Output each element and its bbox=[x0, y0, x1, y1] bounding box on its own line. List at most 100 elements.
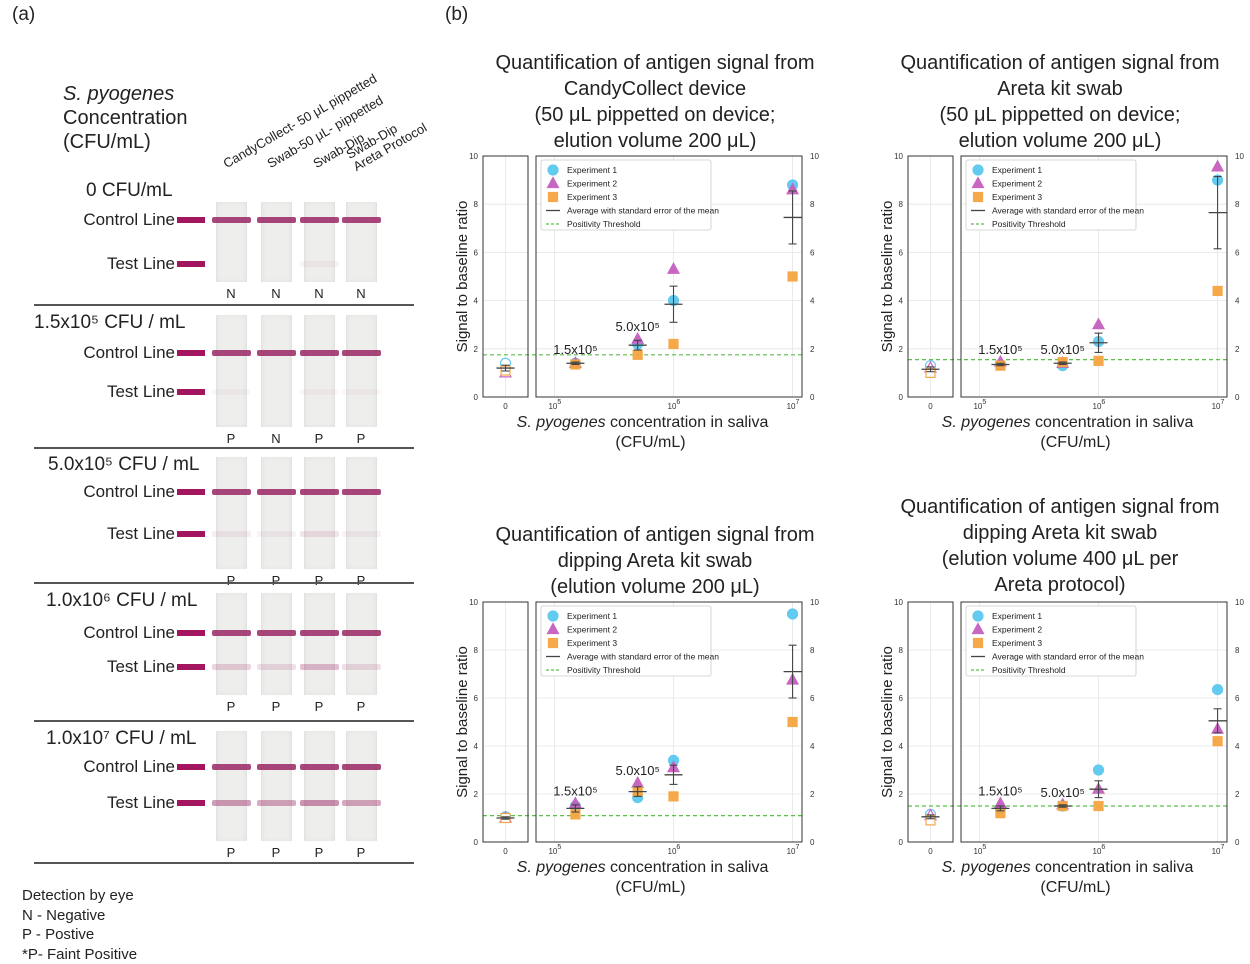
y-tick-label: 4 bbox=[474, 742, 479, 751]
test-strip bbox=[212, 202, 251, 282]
x-tick-label: 0 bbox=[503, 847, 508, 856]
test-band bbox=[257, 664, 296, 670]
chart-4: 0 0 2 2 4 4 6 6 8 8 10 10 0 Signal to baseline ratio S… bbox=[879, 598, 1244, 896]
control-band bbox=[257, 217, 296, 223]
legend-entry: Average with standard error of the mean bbox=[567, 206, 719, 216]
test-strip bbox=[342, 315, 381, 427]
control-line-label: Control Line bbox=[83, 482, 175, 501]
y-tick-label: 6 bbox=[474, 694, 479, 703]
experiment-2-point bbox=[971, 176, 985, 189]
test-band bbox=[212, 389, 251, 395]
experiment-3-point bbox=[972, 191, 984, 203]
y-tick-label-right: 2 bbox=[1235, 345, 1240, 354]
y-tick-label-right: 8 bbox=[1235, 646, 1240, 655]
chart-title-line: elution volume 200 μL) bbox=[958, 130, 1162, 152]
test-band bbox=[212, 531, 251, 537]
y-axis-label: Signal to baseline ratio bbox=[879, 201, 896, 353]
y-axis-label: Signal to baseline ratio bbox=[454, 646, 471, 798]
chart-4-title: Quantification of antigen signal from di… bbox=[860, 494, 1250, 598]
test-line-label: Test Line bbox=[106, 382, 175, 401]
experiment-1-point bbox=[1211, 683, 1224, 696]
detection-call: P bbox=[314, 431, 324, 446]
species-name: S. pyogenes bbox=[63, 83, 175, 105]
y-tick-label-right: 6 bbox=[1235, 694, 1240, 703]
detection-call: N bbox=[271, 431, 281, 446]
detection-call: P bbox=[226, 845, 236, 860]
chart-title-line: Quantification of antigen signal from bbox=[495, 52, 815, 74]
chart-3: 0 0 2 2 4 4 6 6 8 8 10 10 0 Signal to baseline ratio S… bbox=[454, 598, 819, 896]
x-axis-label: S. pyogenes concentration in saliva bbox=[517, 859, 769, 876]
x-tick-label: 106 bbox=[668, 399, 681, 411]
y-tick-label-right: 6 bbox=[810, 694, 815, 703]
test-strip bbox=[300, 202, 339, 282]
test-line-label: Test Line bbox=[106, 657, 175, 676]
main-panel-frame bbox=[535, 155, 803, 398]
x-axis-label-unit: (CFU/mL) bbox=[615, 879, 685, 896]
control-band bbox=[342, 630, 381, 636]
legend-entry: Experiment 3 bbox=[992, 638, 1042, 648]
test-band bbox=[342, 531, 381, 537]
test-strip bbox=[300, 315, 339, 427]
row-separator bbox=[34, 862, 414, 864]
y-tick-label: 0 bbox=[474, 393, 479, 402]
legend-entry: Positivity Threshold bbox=[992, 665, 1066, 675]
test-strip bbox=[342, 457, 381, 569]
test-strip bbox=[257, 593, 296, 695]
y-tick-label-right: 8 bbox=[810, 646, 815, 655]
control-band bbox=[300, 350, 339, 356]
legend-entry: Experiment 2 bbox=[992, 179, 1042, 189]
main-panel-frame bbox=[535, 601, 803, 843]
concentration-annotation: 5.0x10⁵ bbox=[1040, 342, 1084, 357]
test-band bbox=[212, 800, 251, 806]
x-tick-label: 105 bbox=[548, 399, 561, 411]
experiment-2-point bbox=[546, 176, 560, 189]
concentration-row-title: 1.0x10⁷ CFU / mL bbox=[46, 728, 197, 749]
x-tick-label: 0 bbox=[928, 847, 933, 856]
y-tick-label-right: 6 bbox=[810, 248, 815, 257]
x-axis-label: S. pyogenes concentration in saliva bbox=[517, 414, 769, 431]
x-tick-label: 105 bbox=[973, 844, 986, 856]
detection-call: P bbox=[356, 845, 366, 860]
y-tick-label: 2 bbox=[899, 345, 904, 354]
y-tick-label-right: 8 bbox=[1235, 200, 1240, 209]
detection-legend-negative: N - Negative bbox=[22, 906, 106, 924]
legend-entry: Experiment 1 bbox=[992, 611, 1042, 621]
test-line-marker bbox=[177, 664, 205, 670]
concentration-annotation: 1.5x10⁵ bbox=[553, 784, 597, 799]
y-tick-label: 10 bbox=[469, 152, 478, 161]
test-band bbox=[212, 664, 251, 670]
detection-call: P bbox=[356, 699, 366, 714]
chart-title-line: (50 μL pippetted on device; bbox=[534, 104, 776, 126]
chart-1: 0 0 2 2 4 4 6 6 8 8 10 10 0 Signal to baseline ratio S… bbox=[454, 152, 819, 451]
legend-box bbox=[540, 159, 712, 231]
legend-entry: Average with standard error of the mean bbox=[567, 652, 719, 662]
experiment-1-point bbox=[786, 608, 799, 620]
test-band bbox=[342, 800, 381, 806]
control-band bbox=[257, 489, 296, 495]
y-axis-label: Signal to baseline ratio bbox=[454, 201, 471, 353]
control-band bbox=[257, 630, 296, 636]
concentration-row-title: 1.0x10⁶ CFU / mL bbox=[46, 590, 198, 611]
legend-entry: Positivity Threshold bbox=[567, 665, 641, 675]
experiment-3-point bbox=[1212, 736, 1223, 747]
detection-call: P bbox=[226, 573, 236, 588]
y-tick-label-right: 4 bbox=[810, 297, 815, 306]
legend-box bbox=[540, 605, 712, 677]
y-tick-label: 10 bbox=[894, 598, 903, 607]
x-tick-label: 0 bbox=[503, 402, 508, 411]
control-line-marker bbox=[177, 217, 205, 223]
legend-entry: Experiment 1 bbox=[992, 165, 1042, 175]
chart-title-line: Areta protocol) bbox=[994, 574, 1126, 596]
y-tick-label-right: 0 bbox=[810, 393, 815, 402]
y-tick-label-right: 10 bbox=[810, 152, 819, 161]
chart-title-line: Areta kit swab bbox=[997, 78, 1123, 100]
detection-call: P bbox=[356, 573, 366, 588]
x-tick-label: 107 bbox=[1212, 844, 1225, 856]
x-axis-label-unit: (CFU/mL) bbox=[615, 434, 685, 451]
control-line-marker bbox=[177, 350, 205, 356]
experiment-1-point bbox=[547, 164, 559, 176]
legend-entry: Experiment 3 bbox=[992, 192, 1042, 202]
test-line-marker bbox=[177, 800, 205, 806]
x-axis-label: S. pyogenes concentration in saliva bbox=[942, 414, 1194, 431]
control-band bbox=[212, 764, 251, 770]
